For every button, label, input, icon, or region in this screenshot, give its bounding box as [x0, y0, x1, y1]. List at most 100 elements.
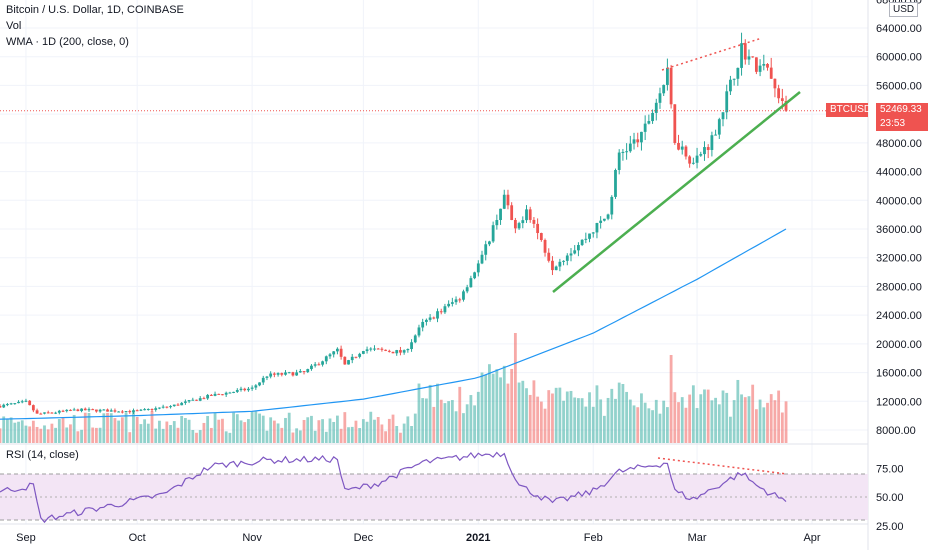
candle-body [543, 239, 547, 253]
candle-body [406, 349, 410, 351]
candle-body [610, 196, 614, 215]
volume-bar [124, 412, 128, 443]
candle-body [83, 408, 87, 411]
candle-body [621, 151, 625, 153]
candle-body [780, 98, 784, 101]
volume-bar [725, 392, 729, 443]
candle-body [577, 245, 580, 251]
volume-bar [373, 419, 376, 443]
volume-bar [213, 412, 217, 443]
candle-body [402, 350, 406, 353]
candle-body [665, 67, 669, 85]
candle-body [558, 261, 562, 267]
candle-body [784, 100, 788, 111]
time-tick-label: Oct [129, 532, 146, 544]
candle-body [336, 348, 339, 352]
candle-body [46, 412, 50, 414]
candle-body [295, 372, 299, 376]
candle-body [766, 64, 769, 68]
volume-bar [410, 426, 413, 443]
candle-body [573, 250, 577, 254]
volume-bar [109, 413, 113, 443]
volume-bar [777, 390, 781, 443]
candle-body [280, 373, 284, 375]
volume-bar [295, 428, 299, 443]
candle-body [580, 239, 584, 246]
candle-body [424, 319, 428, 322]
volume-bar [450, 400, 454, 443]
currency-selector[interactable]: USD [889, 2, 919, 17]
candle-body [628, 143, 632, 152]
candle-body [291, 372, 295, 376]
rsi-divergence-line[interactable] [657, 457, 788, 475]
bar-countdown: 23:53 [876, 117, 928, 131]
candle-body [328, 354, 332, 357]
price-tick-label: 16000.00 [876, 368, 922, 380]
volume-bar [269, 417, 273, 443]
candle-body [706, 147, 710, 150]
candle-body [439, 311, 443, 313]
volume-bar [751, 384, 755, 443]
price-tick-label: 60000.00 [876, 52, 922, 64]
volume-bar [762, 407, 766, 443]
volume-bar [265, 430, 269, 443]
candle-body [132, 410, 135, 413]
volume-bar [758, 399, 762, 443]
volume-bar [343, 412, 347, 443]
candle-body [495, 220, 499, 226]
candle-body [643, 123, 647, 132]
volume-bar [158, 420, 161, 443]
candle-body [399, 350, 402, 353]
volume-bar [57, 419, 61, 443]
candle-body [528, 209, 532, 220]
candle-body [517, 223, 521, 229]
candle-body [191, 399, 195, 401]
volume-bar [525, 388, 528, 443]
candle-body [547, 252, 551, 261]
candle-body [551, 260, 554, 271]
volume-bar [387, 418, 391, 443]
candle-body [714, 134, 717, 136]
volume-bar [413, 413, 417, 443]
volume-bar [2, 416, 6, 443]
volume-bar [247, 419, 250, 443]
candle-body [35, 410, 39, 414]
candle-body [395, 350, 399, 354]
volume-bar [462, 413, 465, 443]
volume-bar [421, 398, 425, 443]
candle-body [614, 169, 617, 197]
time-tick-label: Nov [242, 532, 262, 544]
volume-bar [347, 427, 350, 443]
volume-bar [380, 424, 384, 443]
volume-bar [50, 423, 54, 443]
volume-bar [399, 432, 402, 443]
candle-body [317, 364, 321, 366]
candle-body [743, 43, 747, 60]
candle-body [339, 348, 343, 357]
price-tick-label: 24000.00 [876, 310, 922, 322]
volume-bar [365, 421, 369, 443]
candle-body [272, 373, 276, 375]
candle-body [9, 403, 13, 405]
candle-body [636, 139, 640, 143]
volume-bar [447, 401, 451, 443]
volume-bar [328, 418, 332, 443]
price-tick-label: 12000.00 [876, 396, 922, 408]
time-tick-label: Dec [354, 532, 374, 544]
price-divergence-line[interactable] [661, 37, 763, 71]
volume-bar [766, 402, 769, 443]
candle-body [113, 410, 117, 412]
candle-body [228, 392, 232, 394]
volume-bar [424, 398, 428, 443]
candle-body [239, 388, 243, 391]
volume-bar [484, 374, 488, 443]
candle-body [380, 348, 384, 350]
support-trendline[interactable] [552, 91, 801, 293]
volume-bar [306, 417, 310, 443]
candle-body [658, 93, 662, 103]
rsi-band-fill [0, 474, 868, 520]
volume-bar [584, 406, 588, 443]
candle-body [209, 394, 213, 396]
volume-bar [43, 425, 46, 443]
candle-body [562, 260, 565, 262]
